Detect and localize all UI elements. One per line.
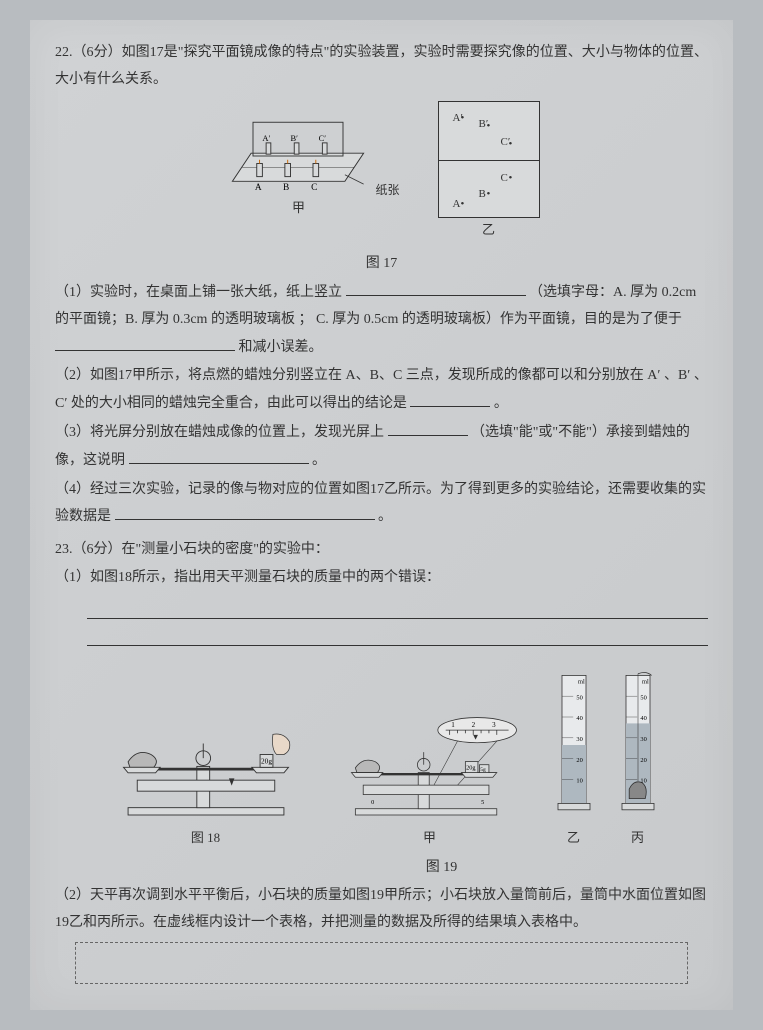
svg-text:ml: ml [642,678,649,685]
q22-sub2-b: 。 [494,396,508,411]
blank-4[interactable] [388,419,468,436]
q22-sub3: （3）将光屏分别放在蜡烛成像的位置上，发现光屏上 （选填"能"或"不能"）承接到… [55,419,708,474]
q23-error-lines [55,598,708,646]
fig17-jia-label: 甲 [292,196,305,221]
figures-18-19: 20g 图 18 1 2 3 [55,656,708,851]
pt-C: C [501,168,508,189]
fig19-caption: 图 19 [175,855,708,882]
q22-sub1-c: 和减小误差。 [239,340,323,355]
fig17-caption: 图 17 [55,251,708,278]
svg-text:2: 2 [471,721,475,729]
svg-text:A′: A′ [263,133,271,143]
q23-sub2: （2）天平再次调到水平平衡后，小石块的质量如图19甲所示；小石块放入量筒前后，量… [55,883,708,936]
q22-header-text: 22.（6分）如图17是"探究平面镜成像的特点"的实验装置，实验时需要探究像的位… [55,45,708,87]
svg-text:20g: 20g [466,764,476,771]
fig19-jia-label: 甲 [423,826,436,851]
svg-text:50: 50 [640,694,646,701]
q23-header: 23.（6分）在"测量小石块的密度"的实验中： [55,537,708,564]
blank-1[interactable] [346,279,526,296]
svg-text:30: 30 [640,736,646,743]
q22-sub2: （2）如图17甲所示，将点燃的蜡烛分别竖立在 A、B、C 三点，发现所成的像都可… [55,363,708,417]
svg-text:30: 30 [576,736,582,743]
svg-text:C′: C′ [319,133,327,143]
figure-19-jia: 1 2 3 [330,716,530,851]
q22-sub3-a: （3）将光屏分别放在蜡烛成像的位置上，发现光屏上 [55,425,384,440]
fig19-bing-label: 丙 [631,826,644,851]
svg-text:3: 3 [492,721,496,729]
question-23: 23.（6分）在"测量小石块的密度"的实验中： （1）如图18所示，指出用天平测… [55,537,708,985]
q23-sub1: （1）如图18所示，指出用天平测量石块的质量中的两个错误： [55,565,708,592]
svg-text:5g: 5g [480,767,486,773]
grid-box: A′ B′ C′ A B C • • • • • • [438,101,540,218]
svg-text:A: A [255,183,262,193]
grid-divider [439,160,539,161]
svg-text:C: C [312,183,318,193]
q22-sub4: （4）经过三次实验，记录的像与物对应的位置如图17乙所示。为了得到更多的实验结论… [55,477,708,531]
figure-17: A B C A′ B′ C′ 甲 纸张 A′ B′ C′ A B C • • [55,101,708,243]
balance-18-svg: 20g [106,716,306,826]
svg-text:40: 40 [640,715,646,722]
svg-text:20: 20 [576,757,582,764]
blank-6[interactable] [115,503,375,520]
balance-19-svg: 1 2 3 [330,716,530,826]
cylinder-bing-svg: ml 50 40 30 20 10 [618,656,658,826]
figure-19-bing: ml 50 40 30 20 10 丙 [618,656,658,851]
svg-text:50: 50 [576,694,582,701]
svg-text:20: 20 [640,757,646,764]
svg-text:10: 10 [576,778,582,785]
fig19-yi-label: 乙 [567,826,580,851]
svg-text:10: 10 [640,778,646,785]
q22-sub1: （1）实验时，在桌面上铺一张大纸，纸上竖立 （选填字母：A. 厚为 0.2cm … [55,279,708,361]
figure-17-yi: A′ B′ C′ A B C • • • • • • 乙 [438,101,540,243]
fig18-caption: 图 18 [191,826,220,851]
blank-3[interactable] [410,390,490,407]
pt-A: A [453,194,461,215]
figure-17-jia: A B C A′ B′ C′ 甲 [223,101,373,243]
svg-text:1: 1 [451,721,455,729]
blank-2[interactable] [55,334,235,351]
q22-sub1-a: （1）实验时，在桌面上铺一张大纸，纸上竖立 [55,285,342,300]
svg-text:40: 40 [576,715,582,722]
q22-header: 22.（6分）如图17是"探究平面镜成像的特点"的实验装置，实验时需要探究像的位… [55,40,708,93]
q22-sub3-c: 。 [312,453,326,468]
mirror-setup-svg: A B C A′ B′ C′ [223,101,373,196]
answer-table-box[interactable] [75,942,688,984]
fig17-yi-label: 乙 [482,218,495,243]
error-line-2[interactable] [87,625,708,646]
svg-text:20g: 20g [261,757,272,766]
svg-text:5: 5 [481,799,484,806]
q22-sub2-a: （2）如图17甲所示，将点燃的蜡烛分别竖立在 A、B、C 三点，发现所成的像都可… [55,368,708,411]
question-22: 22.（6分）如图17是"探究平面镜成像的特点"的实验装置，实验时需要探究像的位… [55,40,708,531]
svg-text:ml: ml [578,678,585,685]
q22-sub4-b: 。 [378,509,392,524]
figure-18: 20g 图 18 [106,716,306,851]
cylinder-yi-svg: ml 50 40 30 20 10 [554,656,594,826]
error-line-1[interactable] [87,598,708,619]
pt-B: B [479,184,486,205]
blank-5[interactable] [129,447,309,464]
figure-19-yi: ml 50 40 30 20 10 乙 [554,656,594,851]
svg-text:B′: B′ [291,133,299,143]
svg-text:0: 0 [371,799,374,806]
svg-text:B: B [283,183,289,193]
paper-label: 纸张 [375,179,399,202]
